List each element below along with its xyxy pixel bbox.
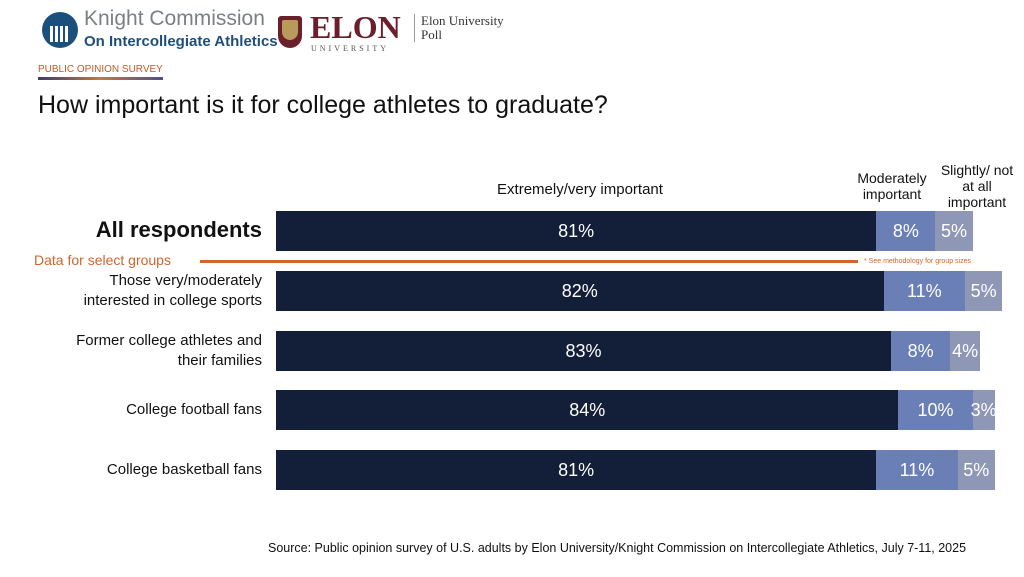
- bar-segment: 8%: [876, 211, 936, 251]
- bar-segment: 84%: [276, 390, 899, 430]
- data-label: 8%: [907, 340, 934, 361]
- data-label: 81%: [558, 459, 595, 480]
- data-label: 3%: [970, 399, 997, 420]
- knight-commission-logo-icon: [42, 12, 78, 48]
- data-label: 81%: [558, 220, 595, 241]
- elon-shield-icon: [278, 16, 302, 48]
- category-label: Those very/moderately interested in coll…: [83, 272, 262, 309]
- knight-commission-name: Knight Commission: [84, 7, 265, 30]
- knight-commission-subtitle: On Intercollegiate Athletics: [84, 33, 278, 50]
- data-label: 83%: [565, 340, 602, 361]
- elon-logo-sub: UNIVERSITY: [311, 44, 389, 53]
- legend-slightly: Slightly/ not at all important: [940, 162, 1014, 210]
- survey-label: PUBLIC OPINION SURVEY: [38, 64, 163, 75]
- methodology-note: * See methodology for group sizes: [864, 258, 972, 265]
- data-label: 11%: [907, 280, 942, 301]
- page-title: How important is it for college athletes…: [38, 91, 608, 119]
- data-label: 5%: [963, 459, 990, 480]
- data-label: 10%: [917, 399, 954, 420]
- source-note: Source: Public opinion survey of U.S. ad…: [268, 541, 967, 555]
- data-label: 8%: [892, 220, 919, 241]
- bar-segment: 83%: [276, 331, 892, 371]
- survey-decor-bar: [38, 77, 163, 80]
- data-label: 5%: [970, 280, 997, 301]
- bar-segment: 81%: [276, 450, 877, 490]
- data-label: 11%: [899, 459, 935, 480]
- legend-moderately: Moderately important: [857, 170, 927, 202]
- bar-segment: 82%: [276, 271, 884, 311]
- category-label: Former college athletes and their famili…: [76, 332, 262, 369]
- divider-line: [200, 260, 858, 263]
- elon-logo: ELON: [310, 9, 401, 45]
- data-label: 82%: [561, 280, 598, 301]
- data-label: 5%: [941, 220, 968, 241]
- legend-extremely: Extremely/very important: [497, 181, 663, 198]
- elon-poll-label: Elon University Poll: [414, 14, 521, 42]
- category-label: College basketball fans: [106, 461, 262, 478]
- bar-segment: 5%: [935, 211, 973, 251]
- bar-segment: 5%: [965, 271, 1003, 311]
- bar-segment: 11%: [876, 450, 958, 490]
- category-label: All respondents: [95, 217, 262, 242]
- bar-segment: 81%: [276, 211, 877, 251]
- divider-label: Data for select groups: [34, 251, 175, 269]
- category-label: College football fans: [126, 401, 262, 418]
- bar-segment: 4%: [950, 331, 980, 371]
- bar-segment: 10%: [898, 390, 973, 430]
- bar-segment: 11%: [883, 271, 966, 311]
- data-label: 84%: [569, 399, 606, 420]
- bar-segment: 8%: [891, 331, 951, 371]
- bar-segment: 5%: [957, 450, 995, 490]
- data-label: 4%: [952, 340, 979, 361]
- bar-segment: 3%: [970, 390, 997, 430]
